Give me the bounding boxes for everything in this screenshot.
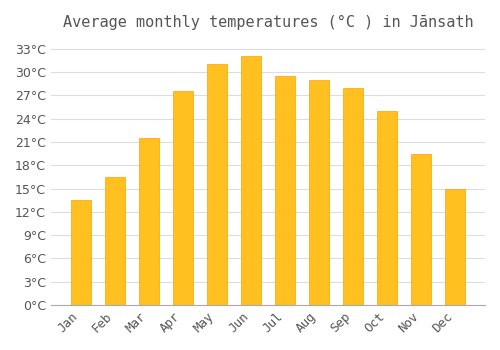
Bar [343, 88, 363, 305]
Bar [172, 91, 193, 305]
Bar [104, 177, 125, 305]
Bar [274, 76, 295, 305]
Bar [240, 56, 261, 305]
Bar [70, 200, 91, 305]
Bar [206, 64, 227, 305]
Bar [411, 154, 431, 305]
Bar [445, 189, 466, 305]
Title: Average monthly temperatures (°C ) in Jānsath: Average monthly temperatures (°C ) in Jā… [62, 15, 473, 30]
Bar [309, 80, 329, 305]
Bar [377, 111, 397, 305]
Bar [138, 138, 159, 305]
